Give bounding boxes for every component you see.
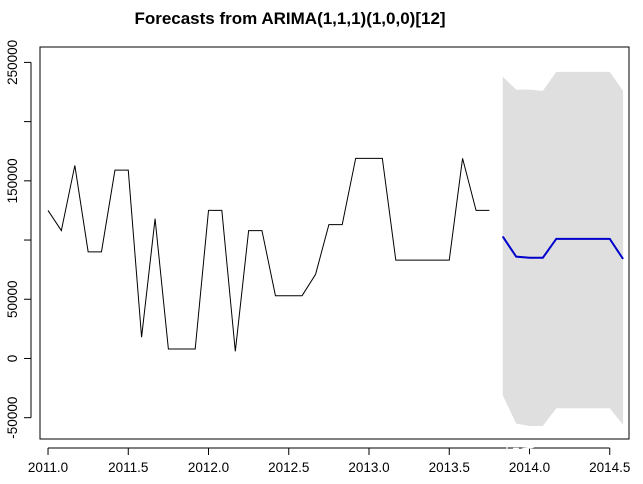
prediction-interval-band: [502, 71, 624, 426]
series-layer: [47, 157, 624, 352]
chart-title: Forecasts from ARIMA(1,1,1)(1,0,0)[12]: [134, 9, 445, 28]
observed-line: [47, 157, 490, 352]
watermark: 知乎 @0100: [504, 445, 598, 464]
x-tick-label: 2012.5: [268, 460, 309, 475]
x-tick-label: 2012.0: [188, 460, 229, 475]
y-tick-label: 50000: [5, 280, 20, 318]
x-tick-label: 2013.0: [348, 460, 389, 475]
x-tick-label: 2011.0: [28, 460, 68, 475]
x-tick-label: 2013.5: [429, 460, 470, 475]
x-tick-label: 2011.5: [108, 460, 148, 475]
y-tick-label: 250000: [5, 40, 20, 85]
x-tick-label: 2014.0: [509, 460, 550, 475]
prediction-band: [502, 71, 624, 426]
x-axis: 2011.0 2011.5 2012.0 2012.5 2013.0 2013.5 2014…: [28, 447, 630, 475]
y-tick-label: 150000: [5, 158, 20, 203]
y-axis: -50000 0 50000 150000 250000: [5, 40, 32, 439]
y-tick-label: 0: [5, 355, 20, 363]
plot-frame: [39, 46, 630, 440]
y-tick-label: -50000: [5, 397, 20, 439]
forecast-line: [501, 235, 624, 260]
x-tick-label: 2014.5: [589, 460, 630, 475]
